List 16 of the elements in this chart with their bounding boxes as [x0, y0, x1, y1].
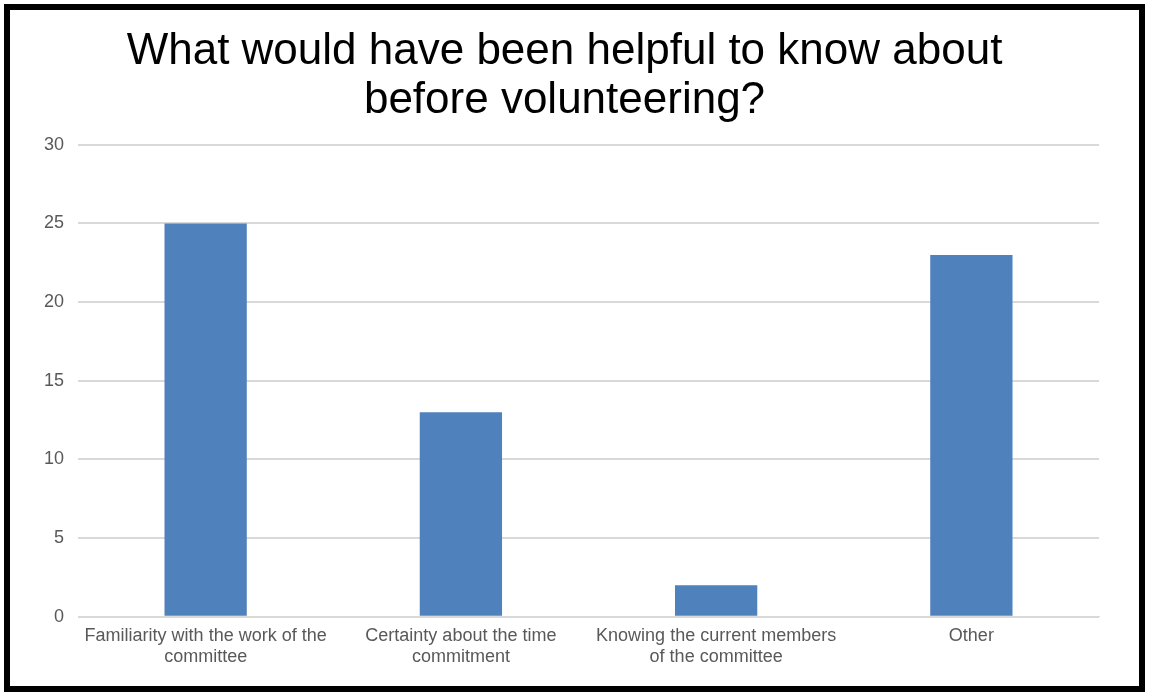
- bar: [674, 585, 758, 616]
- chart-title: What would have been helpful to know about before volunteering?: [126, 24, 1003, 122]
- bar: [930, 254, 1013, 616]
- y-tick-label: 0: [54, 605, 65, 626]
- y-tick-label: 30: [43, 133, 65, 154]
- y-tick-label: 20: [43, 291, 65, 312]
- y-tick-label: 5: [54, 527, 65, 548]
- x-tick-label: Familiarity with the work of the committee: [84, 624, 327, 667]
- bar: [419, 412, 503, 616]
- y-tick-label: 15: [43, 369, 65, 390]
- x-tick-label: Knowing the current members of the committee: [596, 624, 837, 667]
- y-tick-label: 10: [43, 448, 65, 469]
- bar: [164, 223, 247, 616]
- x-tick-label: Other: [948, 624, 994, 645]
- y-tick-label: 25: [43, 212, 65, 233]
- x-tick-label: Certainty about the time commitment: [365, 624, 557, 667]
